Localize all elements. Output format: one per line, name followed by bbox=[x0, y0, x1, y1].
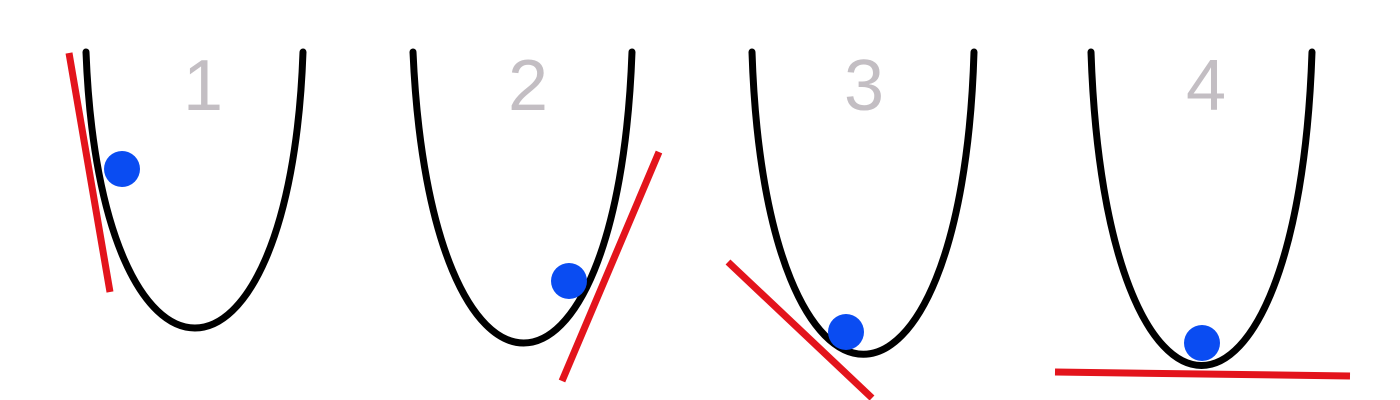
step-number-3: 3 bbox=[844, 46, 884, 126]
step-number-4: 4 bbox=[1186, 46, 1226, 126]
tangent-line-4 bbox=[1054, 368, 1351, 380]
step-number-1: 1 bbox=[183, 46, 223, 126]
parabola-curve-1 bbox=[82, 48, 307, 332]
parabola-curve-2 bbox=[409, 48, 636, 347]
ball-1 bbox=[104, 151, 140, 187]
parabola-curve-4 bbox=[1087, 48, 1316, 369]
tangent-line-2 bbox=[558, 150, 663, 383]
panel-4: 4 bbox=[1054, 46, 1351, 380]
panel-1: 1 bbox=[65, 46, 307, 332]
tangent-line-1 bbox=[65, 52, 114, 293]
tangent-line-3 bbox=[725, 259, 875, 400]
ball-4 bbox=[1184, 325, 1220, 361]
ball-2 bbox=[551, 263, 587, 299]
panel-2: 2 bbox=[409, 46, 663, 383]
parabola-curve-3 bbox=[748, 48, 978, 358]
ball-3 bbox=[828, 314, 864, 350]
panel-3: 3 bbox=[725, 46, 978, 400]
step-number-2: 2 bbox=[508, 46, 548, 126]
